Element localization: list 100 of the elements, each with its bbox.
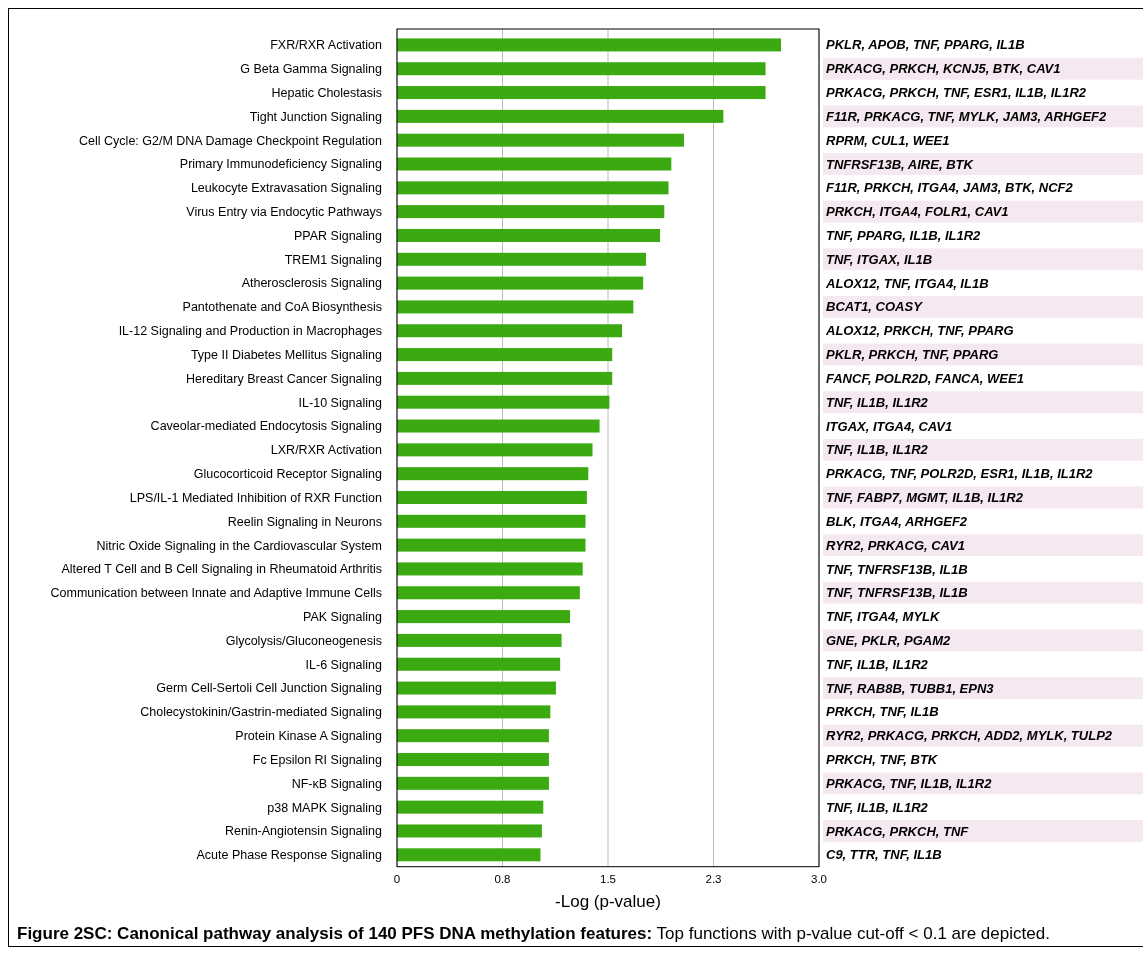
text: F11R, PRKACG, TNF, MYLK, JAM3, ARHGEF2 xyxy=(826,108,1108,124)
text: PRKACG, PRKCH, TNF, ESR1, IL1B, IL1R2 xyxy=(826,85,1087,101)
bar xyxy=(397,38,782,52)
text: TNF, IL1B, IL1R2 xyxy=(826,799,929,815)
y-tick-label: Fc Epsilon RI Signaling xyxy=(252,752,383,767)
y-tick-label: G Beta Gamma Signaling xyxy=(240,62,383,77)
text: BLK, ITGA4, ARHGEF2 xyxy=(826,513,968,529)
text: RYR2, PRKACG, PRKCH, ADD2, MYLK, TULP2 xyxy=(826,728,1113,744)
text: F11R, PRKCH, ITGA4, JAM3, BTK, NCF2 xyxy=(826,180,1074,196)
bar xyxy=(397,443,593,457)
y-tick-label: Renin-Angiotensin Signaling xyxy=(224,824,383,839)
bar xyxy=(397,324,623,338)
x-tick-label: 0.8 xyxy=(494,872,511,885)
x-tick-label: 3.0 xyxy=(811,872,827,885)
y-tick-label: Caveolar-mediated Endocytosis Signaling xyxy=(150,419,383,434)
bar xyxy=(397,848,541,862)
x-tick-label: 2.3 xyxy=(705,872,722,885)
text: RYR2, PRKACG, CAV1 xyxy=(826,537,965,553)
text: TNF, ITGA4, MYLK xyxy=(826,609,941,625)
text: TNF, IL1B, IL1R2 xyxy=(826,656,929,672)
bar xyxy=(397,86,766,100)
bar xyxy=(397,776,549,790)
y-tick-label: Glycolysis/Gluconeogenesis xyxy=(225,633,382,648)
bar xyxy=(397,729,549,743)
y-tick-label: Communication between Innate and Adaptive Immune Cells xyxy=(50,586,382,601)
y-tick-label: NF-κB Signaling xyxy=(291,776,383,791)
x-tick-label: 1.5 xyxy=(600,872,616,885)
y-tick-label: PAK Signaling xyxy=(303,609,383,624)
bar xyxy=(397,181,669,195)
text: TNF, IL1B, IL1R2 xyxy=(826,442,929,458)
bar xyxy=(397,300,634,314)
x-tick-label: 0 xyxy=(393,872,401,885)
bar xyxy=(397,348,613,362)
text: TNF, IL1B, IL1R2 xyxy=(826,394,929,410)
y-tick-label: Pantothenate and CoA Biosynthesis xyxy=(182,300,382,315)
bar xyxy=(397,514,586,528)
bar xyxy=(397,562,583,576)
y-tick-label: IL-10 Signaling xyxy=(298,395,383,410)
bar xyxy=(397,276,644,290)
bar xyxy=(397,538,586,552)
y-tick-label: Tight Junction Signaling xyxy=(249,109,383,124)
y-tick-label: p38 MAPK Signaling xyxy=(267,800,383,815)
y-tick-label: PPAR Signaling xyxy=(293,228,383,243)
bar xyxy=(397,467,589,481)
y-tick-label: Germ Cell-Sertoli Cell Junction Signaling xyxy=(156,681,383,696)
y-tick-label: Cell Cycle: G2/M DNA Damage Checkpoint Regulation xyxy=(79,133,383,148)
bar xyxy=(397,657,561,671)
text: TNF, ITGAX, IL1B xyxy=(826,251,933,267)
bar xyxy=(397,419,600,433)
text: PKLR, PRKCH, TNF, PPARG xyxy=(826,347,999,363)
bar xyxy=(397,705,551,719)
y-tick-label: Atherosclerosis Signaling xyxy=(241,276,383,291)
text: TNF, FABP7, MGMT, IL1B, IL1R2 xyxy=(826,490,1024,506)
text: ALOX12, PRKCH, TNF, PPARG xyxy=(825,323,1014,339)
y-tick-label: IL-12 Signaling and Production in Macrophages xyxy=(118,324,382,339)
bar xyxy=(397,62,766,76)
y-tick-label: Primary Immunodeficiency Signaling xyxy=(179,157,383,172)
bar xyxy=(397,753,549,767)
y-tick-label: LPS/IL-1 Mediated Inhibition of RXR Function xyxy=(129,490,383,505)
bar xyxy=(397,133,684,147)
bar xyxy=(397,395,610,409)
y-tick-label: Glucocorticoid Receptor Signaling xyxy=(193,467,383,482)
text: TNF, RAB8B, TUBB1, EPN3 xyxy=(826,680,995,696)
bar xyxy=(397,252,646,266)
bar xyxy=(397,586,580,600)
text: PRKACG, TNF, POLR2D, ESR1, IL1B, IL1R2 xyxy=(826,466,1094,482)
bar xyxy=(397,157,672,171)
text: ITGAX, ITGA4, CAV1 xyxy=(826,418,953,434)
bar xyxy=(397,490,587,504)
text: BCAT1, COASY xyxy=(826,299,924,315)
y-tick-label: Cholecystokinin/Gastrin-mediated Signaling xyxy=(140,705,383,720)
y-tick-label: Leukocyte Extravasation Signaling xyxy=(190,181,383,196)
text: Top functions with p-value cut-off < 0.1 are depicted. xyxy=(656,923,1050,943)
y-tick-label: Reelin Signaling in Neurons xyxy=(227,514,382,529)
text: PRKACG, PRKCH, KCNJ5, BTK, CAV1 xyxy=(826,61,1061,77)
text: GNE, PKLR, PGAM2 xyxy=(826,632,952,648)
y-tick-label: IL-6 Signaling xyxy=(305,657,383,672)
text: TNFRSF13B, AIRE, BTK xyxy=(826,156,975,172)
bar xyxy=(397,371,613,385)
y-tick-label: Acute Phase Response Signaling xyxy=(196,848,383,863)
text: FANCF, POLR2D, FANCA, WEE1 xyxy=(826,370,1024,386)
bar xyxy=(397,800,544,814)
text: PRKCH, TNF, IL1B xyxy=(826,704,939,720)
text: PKLR, APOB, TNF, PPARG, IL1B xyxy=(826,37,1025,53)
text: Figure 2SC: Canonical pathway analysis of 140 PFS DNA methylation features: xyxy=(17,923,653,943)
y-tick-label: Altered T Cell and B Cell Signaling in Rheumatoid Arthritis xyxy=(61,562,382,577)
bar xyxy=(397,109,724,123)
text: RPRM, CUL1, WEE1 xyxy=(826,132,950,148)
bar xyxy=(397,228,661,242)
text: PRKACG, PRKCH, TNF xyxy=(826,823,970,839)
bar xyxy=(397,824,542,838)
y-tick-label: Virus Entry via Endocytic Pathways xyxy=(186,205,382,220)
y-tick-label: Type II Diabetes Mellitus Signaling xyxy=(190,347,383,362)
text: TNF, TNFRSF13B, IL1B xyxy=(826,561,968,577)
y-tick-label: Protein Kinase A Signaling xyxy=(235,729,383,744)
y-tick-label: Hereditary Breast Cancer Signaling xyxy=(186,371,383,386)
text: ALOX12, TNF, ITGA4, IL1B xyxy=(825,275,989,291)
text: PRKACG, TNF, IL1B, IL1R2 xyxy=(826,775,993,791)
bar xyxy=(397,205,665,219)
text: TNF, PPARG, IL1B, IL1R2 xyxy=(826,228,982,244)
